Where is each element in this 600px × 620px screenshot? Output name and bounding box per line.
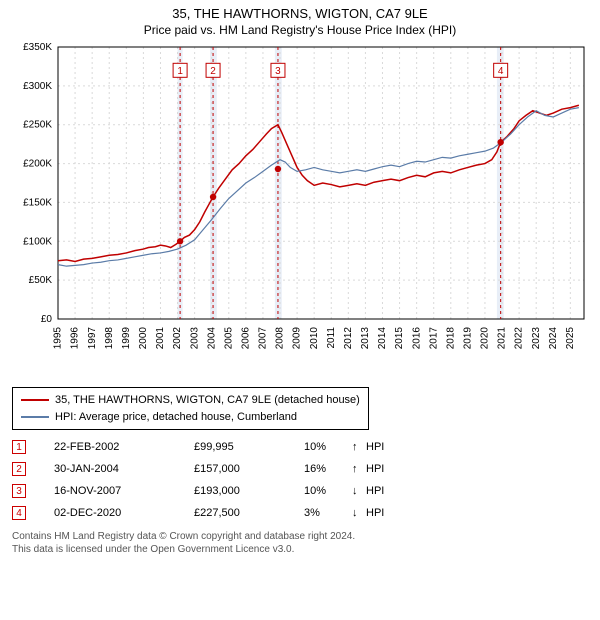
- svg-text:2009: 2009: [292, 327, 303, 350]
- svg-text:2000: 2000: [138, 327, 149, 350]
- chart-svg: £0 £50K £100K £150K £200K £250K £300K £350K 1995…: [10, 41, 590, 381]
- legend-swatch: [21, 399, 49, 401]
- legend: 35, THE HAWTHORNS, WIGTON, CA7 9LE (deta…: [12, 387, 369, 430]
- legend-swatch: [21, 416, 49, 418]
- svg-text:£0: £0: [41, 314, 53, 325]
- svg-text:£300K: £300K: [23, 81, 52, 92]
- svg-text:3: 3: [275, 66, 281, 77]
- page-root: 35, THE HAWTHORNS, WIGTON, CA7 9LE Price…: [0, 0, 600, 560]
- sale-row: 1 22-FEB-2002£99,99510%↑HPI: [12, 436, 588, 458]
- svg-text:1997: 1997: [87, 327, 98, 350]
- sale-pct: 10%: [304, 485, 352, 497]
- svg-text:2003: 2003: [189, 327, 200, 350]
- sale-marker: 1: [12, 440, 26, 454]
- svg-text:2017: 2017: [428, 327, 439, 350]
- svg-text:2: 2: [210, 66, 216, 77]
- sale-date: 22-FEB-2002: [54, 441, 194, 453]
- svg-text:2013: 2013: [360, 327, 371, 350]
- svg-text:2007: 2007: [258, 327, 269, 350]
- sale-pct: 10%: [304, 441, 352, 453]
- sale-hpi-label: HPI: [366, 441, 406, 453]
- svg-text:2010: 2010: [309, 327, 320, 350]
- sales-table: 122-FEB-2002£99,99510%↑HPI230-JAN-2004£1…: [12, 436, 588, 524]
- sale-date: 16-NOV-2007: [54, 485, 194, 497]
- chart: £0 £50K £100K £150K £200K £250K £300K £350K 1995…: [10, 41, 590, 381]
- svg-text:1996: 1996: [70, 327, 81, 350]
- svg-text:2011: 2011: [326, 327, 337, 349]
- arrow-down-icon: ↓: [352, 485, 366, 497]
- svg-text:1: 1: [177, 66, 183, 77]
- legend-row: 35, THE HAWTHORNS, WIGTON, CA7 9LE (deta…: [21, 392, 360, 409]
- svg-text:£250K: £250K: [23, 120, 52, 131]
- legend-label: 35, THE HAWTHORNS, WIGTON, CA7 9LE (deta…: [55, 392, 360, 409]
- sale-price: £99,995: [194, 441, 304, 453]
- svg-text:2012: 2012: [343, 327, 354, 350]
- svg-text:2014: 2014: [377, 327, 388, 350]
- sale-hpi-label: HPI: [366, 507, 406, 519]
- svg-text:2020: 2020: [480, 327, 491, 350]
- footer: Contains HM Land Registry data © Crown c…: [12, 530, 588, 556]
- svg-text:2023: 2023: [531, 327, 542, 350]
- title-block: 35, THE HAWTHORNS, WIGTON, CA7 9LE Price…: [10, 6, 590, 37]
- svg-text:£200K: £200K: [23, 159, 52, 170]
- sale-row: 4 02-DEC-2020£227,5003%↓HPI: [12, 502, 588, 524]
- svg-text:£350K: £350K: [23, 42, 52, 53]
- sale-row: 2 30-JAN-2004£157,00016%↑HPI: [12, 458, 588, 480]
- sale-hpi-label: HPI: [366, 485, 406, 497]
- svg-text:2016: 2016: [411, 327, 422, 350]
- svg-text:2018: 2018: [445, 327, 456, 350]
- svg-text:2001: 2001: [155, 327, 166, 350]
- footer-line-2: This data is licensed under the Open Gov…: [12, 543, 588, 556]
- svg-text:2004: 2004: [206, 327, 217, 350]
- sale-price: £227,500: [194, 507, 304, 519]
- sale-marker: 3: [12, 484, 26, 498]
- svg-text:4: 4: [498, 66, 504, 77]
- arrow-up-icon: ↑: [352, 463, 366, 475]
- svg-text:2005: 2005: [223, 327, 234, 350]
- footer-line-1: Contains HM Land Registry data © Crown c…: [12, 530, 588, 543]
- sale-date: 30-JAN-2004: [54, 463, 194, 475]
- svg-text:2008: 2008: [275, 327, 286, 350]
- sale-marker: 4: [12, 506, 26, 520]
- sale-price: £157,000: [194, 463, 304, 475]
- svg-text:2002: 2002: [172, 327, 183, 350]
- svg-text:2015: 2015: [394, 327, 405, 350]
- sale-marker: 2: [12, 462, 26, 476]
- sale-hpi-label: HPI: [366, 463, 406, 475]
- legend-row: HPI: Average price, detached house, Cumb…: [21, 409, 360, 426]
- svg-text:1999: 1999: [121, 327, 132, 350]
- sale-date: 02-DEC-2020: [54, 507, 194, 519]
- svg-text:£150K: £150K: [23, 197, 52, 208]
- sale-pct: 3%: [304, 507, 352, 519]
- arrow-down-icon: ↓: [352, 507, 366, 519]
- svg-text:2019: 2019: [463, 327, 474, 350]
- sale-pct: 16%: [304, 463, 352, 475]
- arrow-up-icon: ↑: [352, 441, 366, 453]
- sale-row: 3 16-NOV-2007£193,00010%↓HPI: [12, 480, 588, 502]
- svg-text:2022: 2022: [514, 327, 525, 350]
- svg-text:£50K: £50K: [29, 275, 53, 286]
- title-subtitle: Price paid vs. HM Land Registry's House …: [10, 23, 590, 37]
- title-address: 35, THE HAWTHORNS, WIGTON, CA7 9LE: [10, 6, 590, 21]
- svg-text:1998: 1998: [104, 327, 115, 350]
- svg-text:2024: 2024: [548, 327, 559, 350]
- svg-text:2025: 2025: [565, 327, 576, 350]
- svg-text:2006: 2006: [240, 327, 251, 350]
- sale-price: £193,000: [194, 485, 304, 497]
- svg-text:1995: 1995: [53, 327, 64, 350]
- svg-text:2021: 2021: [497, 327, 508, 350]
- svg-text:£100K: £100K: [23, 236, 52, 247]
- legend-label: HPI: Average price, detached house, Cumb…: [55, 409, 297, 426]
